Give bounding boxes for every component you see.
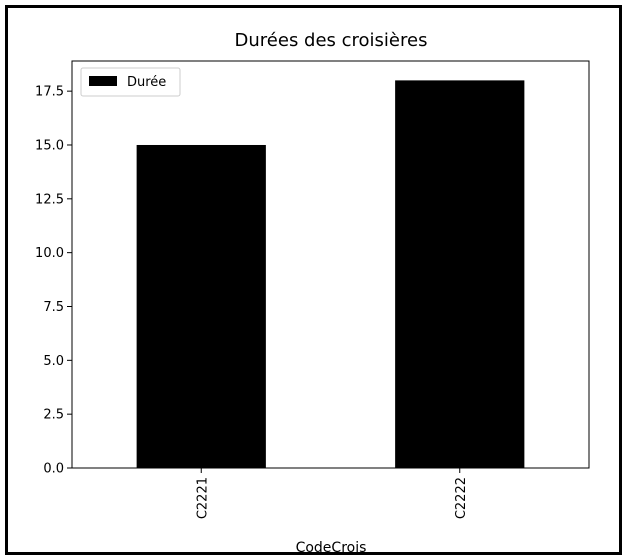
bar-C2222 [395,80,525,468]
x-axis: C2221 C2222 [195,468,469,519]
legend-swatch [89,76,117,86]
bars [136,80,525,468]
y-tick-label: 0.0 [43,462,64,477]
bar-C2221 [136,144,266,468]
legend: Durée [80,67,181,97]
legend-label: Durée [127,75,166,90]
y-tick-label: 5.0 [43,354,64,369]
x-axis-label: CodeCrois [296,540,367,556]
y-axis: 0.0 2.5 5.0 7.5 10.0 12.5 15.0 17.5 [35,85,72,477]
y-tick-label: 17.5 [35,85,64,100]
y-tick-label: 12.5 [35,192,64,207]
x-tick-label: C2222 [454,477,469,519]
plot-area [71,60,590,469]
y-tick-label: 15.0 [35,138,64,153]
y-tick-label: 7.5 [43,300,64,315]
x-tick-label: C2221 [195,477,210,519]
y-tick-label: 10.0 [35,246,64,261]
legend-box [80,67,181,97]
chart-title: Durées des croisières [235,30,428,51]
y-tick-label: 2.5 [43,408,64,423]
